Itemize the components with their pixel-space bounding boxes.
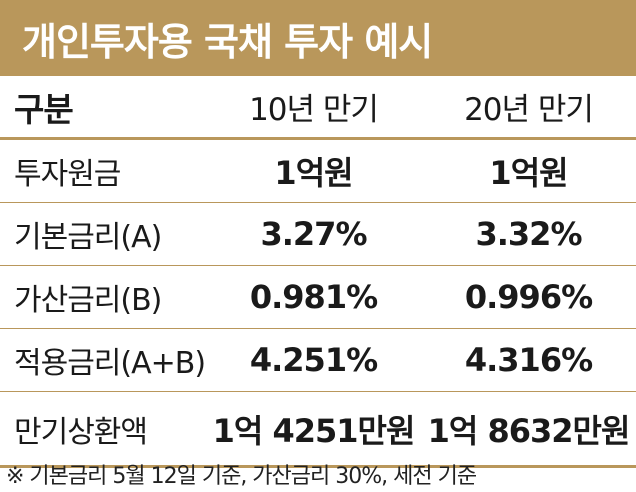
table-row-principal: 투자원금 1억원 1억원: [0, 140, 636, 203]
row-label: 투자원금: [14, 157, 121, 192]
row-label: 가산금리(B): [14, 283, 162, 318]
page-title: 개인투자용 국채 투자 예시: [22, 19, 433, 64]
title-bar: 개인투자용 국채 투자 예시: [0, 0, 636, 76]
row-label: 적용금리(A+B): [14, 346, 206, 381]
table-row-added-rate: 가산금리(B) 0.981% 0.996%: [0, 266, 636, 329]
cell-20yr: 0.996%: [464, 278, 593, 316]
cell-10yr: 4.251%: [249, 341, 378, 379]
cell-20yr: 3.32%: [475, 215, 582, 253]
header-label: 구분: [14, 89, 74, 129]
investment-table: 구분 10년 만기 20년 만기 투자원금 1억원 1억원 기본금리(A) 3.…: [0, 76, 636, 468]
cell-20yr: 4.316%: [464, 341, 593, 379]
table-header-row: 구분 10년 만기 20년 만기: [0, 76, 636, 140]
cell-20yr: 1억 8632만원: [427, 411, 631, 450]
header-10yr: 10년 만기: [249, 92, 379, 128]
table-row-applied-rate: 적용금리(A+B) 4.251% 4.316%: [0, 329, 636, 392]
cell-10yr: 3.27%: [260, 215, 367, 253]
cell-10yr: 0.981%: [249, 278, 378, 316]
cell-10yr: 1억 4251만원: [212, 411, 416, 450]
cell-10yr: 1억원: [274, 154, 353, 192]
row-label: 기본금리(A): [14, 220, 162, 255]
cell-20yr: 1억원: [489, 154, 568, 192]
header-20yr: 20년 만기: [464, 92, 594, 128]
table-row-maturity-amount: 만기상환액 1억 4251만원 1억 8632만원: [0, 392, 636, 468]
row-label: 만기상환액: [14, 414, 148, 450]
footnote: ※ 기본금리 5월 12일 기준, 가산금리 30%, 세전 기준: [6, 464, 477, 489]
table-row-base-rate: 기본금리(A) 3.27% 3.32%: [0, 203, 636, 266]
